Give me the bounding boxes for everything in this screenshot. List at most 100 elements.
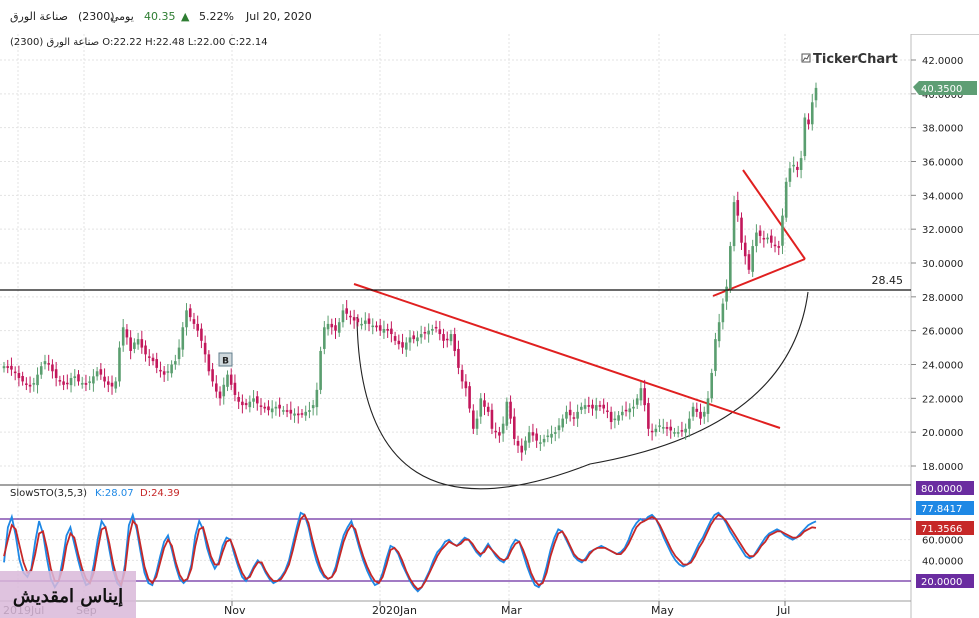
candle (36, 367, 39, 394)
candle (434, 320, 438, 333)
candle (781, 208, 784, 255)
candle (200, 323, 203, 349)
candle (259, 398, 263, 416)
candle (133, 338, 136, 354)
candle (647, 397, 650, 437)
buy-marker[interactable] (218, 352, 233, 367)
candle (557, 418, 561, 439)
symbol-name[interactable]: صناعة الورق (10, 10, 68, 23)
candle (62, 375, 65, 391)
candle (274, 401, 278, 416)
candle (39, 361, 43, 379)
candle (643, 379, 646, 412)
stoch-upper-badge (916, 481, 974, 495)
candle (32, 377, 36, 392)
candle (721, 298, 725, 330)
candle (386, 323, 389, 338)
candle (580, 402, 583, 415)
time-tick-label: Jul (776, 604, 790, 617)
candle (665, 421, 669, 437)
main-panel (0, 34, 911, 484)
last-date: Jul 20, 2020 (246, 10, 312, 23)
stoch-tick-label: 40.0000 (922, 556, 963, 567)
candle (323, 321, 326, 355)
candle (66, 374, 69, 390)
candle (539, 435, 542, 451)
candle (766, 233, 769, 244)
candle (177, 339, 181, 366)
candle (535, 428, 538, 448)
candle (758, 225, 762, 244)
candle (419, 325, 423, 344)
candle (188, 304, 192, 322)
change-percent: 5.22% (199, 10, 234, 23)
candle (73, 369, 77, 387)
candle (47, 354, 50, 371)
candle (136, 332, 140, 350)
price-chart[interactable]: 42.0000 40.0000 38.0000 36.0000 34.0000 32.00… (0, 34, 979, 618)
candle (788, 162, 792, 188)
candle (375, 321, 378, 332)
candle (166, 363, 170, 381)
cup-arc-drawing[interactable] (356, 291, 809, 490)
candle (568, 401, 572, 422)
candle (218, 386, 222, 406)
candle (412, 331, 416, 344)
candle (397, 334, 401, 350)
candle (192, 312, 196, 330)
candle (226, 370, 229, 392)
candle (807, 113, 810, 130)
candle (546, 429, 550, 443)
candle (147, 349, 151, 367)
candle (371, 318, 375, 335)
stoch-k-label: K:28.07 (95, 488, 134, 499)
time-tick-label: 2020Jan (372, 604, 417, 617)
candle (628, 403, 632, 420)
candle (248, 395, 252, 413)
candle (669, 419, 673, 439)
stoch-k-badge-text: 77.8417 (921, 504, 962, 515)
candle (531, 423, 535, 442)
candle (453, 327, 456, 357)
candle (311, 399, 315, 416)
candle (319, 346, 322, 395)
price-tick-label: 20.0000 (922, 428, 963, 439)
price-tick-label: 32.0000 (922, 225, 963, 236)
candle (99, 362, 103, 380)
candle (661, 418, 665, 434)
last-price-badge-text: 40.3500 (921, 84, 962, 95)
candle (699, 403, 702, 425)
candle (28, 376, 32, 393)
candle (10, 357, 13, 376)
candle (334, 317, 337, 339)
pennant-upper-line[interactable] (742, 169, 806, 260)
candle (95, 367, 99, 381)
candle (755, 224, 758, 253)
candle (416, 331, 419, 347)
candle (159, 361, 162, 378)
stoch-d-badge-text: 71.3566 (921, 524, 962, 535)
candle (54, 361, 58, 387)
candle (341, 304, 345, 328)
candle (602, 398, 605, 414)
candle (449, 329, 453, 346)
candle (494, 422, 497, 439)
stoch-d-label: D:24.39 (140, 488, 180, 499)
candle (17, 365, 21, 387)
candle (483, 393, 486, 416)
candle (349, 310, 352, 325)
candle (792, 156, 795, 173)
candle (676, 425, 680, 438)
candle (464, 374, 468, 397)
candle (80, 376, 84, 389)
candle (121, 318, 125, 352)
price-axis[interactable]: 42.0000 40.0000 38.0000 36.0000 34.0000 32.00… (911, 56, 963, 473)
ohlc-readout: صناعة الورق (2300) O:22.22 H:22.48 L:22.… (10, 37, 268, 48)
candle (509, 395, 512, 424)
period-label[interactable]: يومي (110, 10, 134, 23)
candle (352, 309, 356, 329)
candle (490, 403, 494, 435)
stoch-upper-badge-text: 80.0000 (921, 484, 962, 495)
candle (289, 401, 293, 420)
candle (587, 396, 591, 414)
